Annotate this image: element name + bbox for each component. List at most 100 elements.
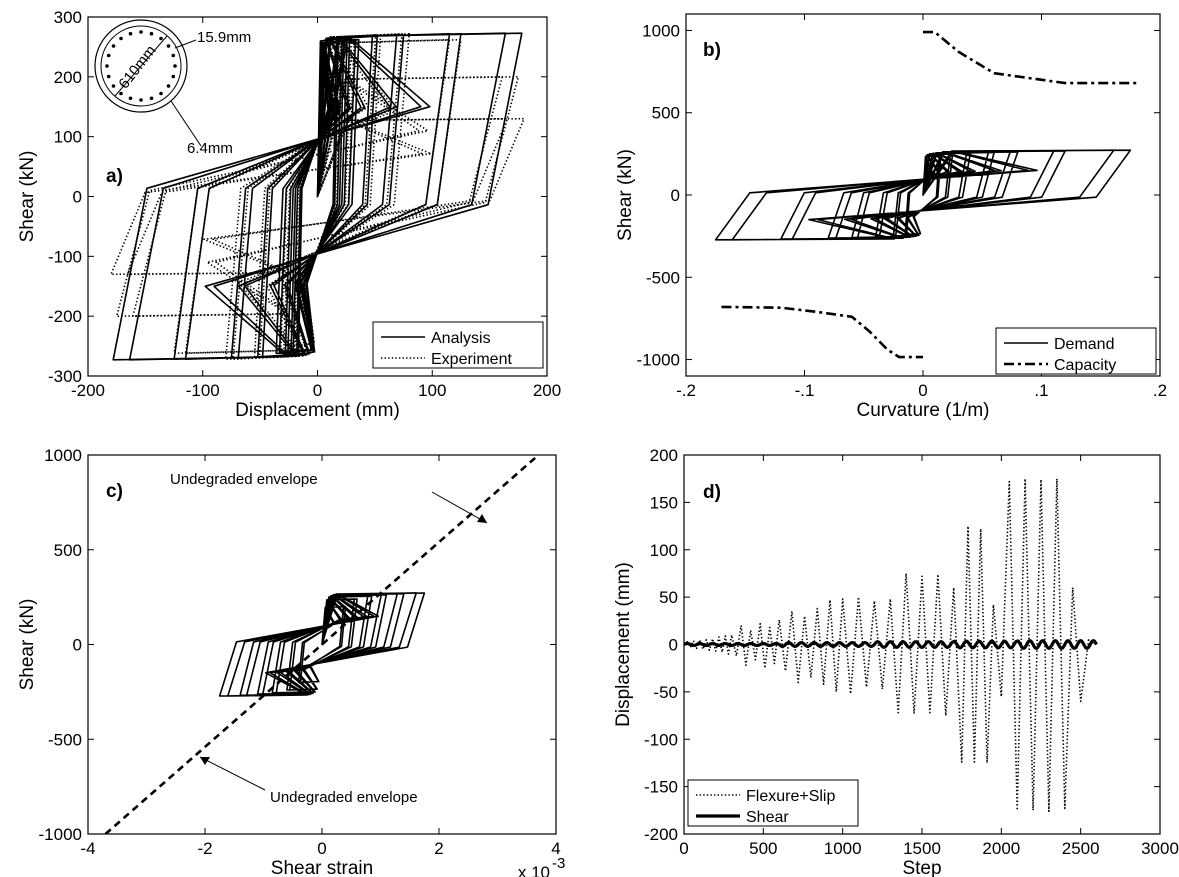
legend-entry: Flexure+Slip: [746, 788, 835, 805]
rebar-dot: [111, 84, 116, 88]
rebar-dot: [149, 31, 154, 36]
x-tick-label: .1: [1034, 381, 1048, 400]
rebar-dot: [128, 96, 133, 101]
y-tick-label: 150: [650, 493, 678, 512]
annotation-arrowhead-top: [477, 514, 487, 523]
panel-label: b): [703, 40, 721, 61]
legend-entry: Experiment: [431, 351, 512, 368]
spiral-label: 6.4mm: [187, 140, 233, 157]
y-tick-label: -500: [48, 730, 82, 749]
legend-box: [995, 327, 1157, 375]
y-tick-label: 500: [54, 541, 82, 560]
y-axis-label: Shear (kN): [17, 151, 38, 243]
legend-entry: Analysis: [431, 330, 491, 347]
legend: Analysis Experiment: [372, 321, 544, 369]
rebar-dot: [159, 36, 163, 41]
panels: -200 -100 0 100 200-300-200-1000100200300Dis…: [17, 8, 1179, 877]
y-tick-label: -50: [653, 683, 678, 702]
x-tick-label: -100: [186, 381, 220, 400]
y-tick-label: 50: [659, 588, 678, 607]
rebar-dot: [159, 91, 163, 96]
annotation-arrowhead-bottom: [200, 757, 210, 765]
x-tick-label: -4: [80, 839, 95, 858]
series-line-capacity-negative: [721, 305, 923, 359]
y-tick-label: -100: [644, 730, 678, 749]
x-axis-label: Displacement (mm): [235, 400, 400, 421]
x-tick-label: 3000: [1141, 839, 1179, 858]
y-tick-label: -300: [48, 367, 82, 386]
panel-4: 0 500 1000 1500 2000 2500 3000 -200 -150 -100 -50 0…: [613, 446, 1179, 877]
y-tick-label: -1000: [39, 825, 82, 844]
annotation-arrow-top: [431, 491, 488, 524]
x-tick-label: 0: [313, 381, 322, 400]
x-tick-label: -.2: [676, 381, 696, 400]
x-tick-label: -.1: [795, 381, 815, 400]
y-tick-label: 200: [650, 446, 678, 465]
rebar-dot: [171, 74, 176, 79]
x-tick-label: 1500: [903, 839, 941, 858]
x-tick-label: 2500: [1062, 839, 1100, 858]
annotation-arrow-bottom: [199, 756, 266, 791]
rebar-dot: [166, 84, 171, 88]
bar-leader: [174, 39, 197, 49]
x-tick-label: 0: [317, 839, 326, 858]
y-axis-label: Displacement (mm): [613, 562, 634, 727]
section-spiral-circle: [100, 25, 182, 107]
series-line-demand: [714, 149, 1132, 241]
x-tick-label: -2: [197, 839, 212, 858]
panel-label: d): [703, 482, 721, 503]
plot-area: [104, 455, 540, 834]
legend-box: [687, 779, 859, 827]
panel-1: -200 -100 0 100 200-300-200-1000100200300Dis…: [17, 8, 561, 421]
rebar-dot: [171, 53, 176, 58]
legend-entry: Capacity: [1054, 357, 1116, 374]
x-multiplier-label: x 10: [518, 863, 550, 877]
y-axis-label: Shear (kN): [615, 149, 636, 241]
series-line-series-2: [218, 592, 426, 697]
x-axis-label: Shear strain: [271, 858, 373, 877]
rebar-dot: [166, 44, 171, 48]
y-tick-label: 200: [54, 68, 82, 87]
plot-area: [684, 477, 1098, 813]
y-tick-label: 0: [671, 186, 680, 205]
y-tick-label: 100: [54, 128, 82, 147]
y-tick-label: 1000: [642, 21, 680, 40]
x-tick-label: .2: [1153, 381, 1167, 400]
y-tick-label: 0: [669, 636, 678, 655]
panel-2: -.2 -.1 0 .1 .2 -1000 -500 0 500 1000 Curvature (1…: [615, 13, 1167, 421]
y-axis-label: Shear (kN): [17, 599, 38, 691]
y-tick-label: -150: [644, 778, 678, 797]
x-tick-label: 2000: [982, 839, 1020, 858]
plot-area: [110, 32, 525, 361]
rebar-dot: [128, 31, 133, 36]
diameter-line: [114, 35, 168, 97]
y-tick-label: -100: [48, 247, 82, 266]
x-tick-label: 0: [679, 839, 688, 858]
rebar-dot: [173, 64, 177, 68]
y-tick-label: -200: [644, 825, 678, 844]
rebar-dot: [106, 74, 111, 79]
series-line-capacity: [923, 30, 1137, 85]
y-tick-label: 300: [54, 8, 82, 27]
y-tick-label: 100: [650, 541, 678, 560]
rebar-dot: [119, 36, 123, 41]
panel-label: c): [106, 481, 123, 502]
legend-entry: Shear: [746, 809, 789, 826]
annotation-top: Undegraded envelope: [170, 471, 318, 488]
x-tick-label: 2: [434, 839, 443, 858]
x-tick-label: 200: [533, 381, 561, 400]
legend: Flexure+Slip Shear: [687, 779, 859, 827]
series-line-experiment: [110, 33, 525, 360]
x-tick-label: 1000: [824, 839, 862, 858]
legend: Demand Capacity: [995, 327, 1157, 375]
x-tick-label: -200: [71, 381, 105, 400]
y-tick-label: 500: [652, 104, 680, 123]
y-tick-label: -200: [48, 307, 82, 326]
x-tick-label: 100: [418, 381, 446, 400]
annotation-bottom: Undegraded envelope: [270, 789, 418, 806]
x-tick-label: 0: [918, 381, 927, 400]
legend-box: [372, 321, 544, 369]
